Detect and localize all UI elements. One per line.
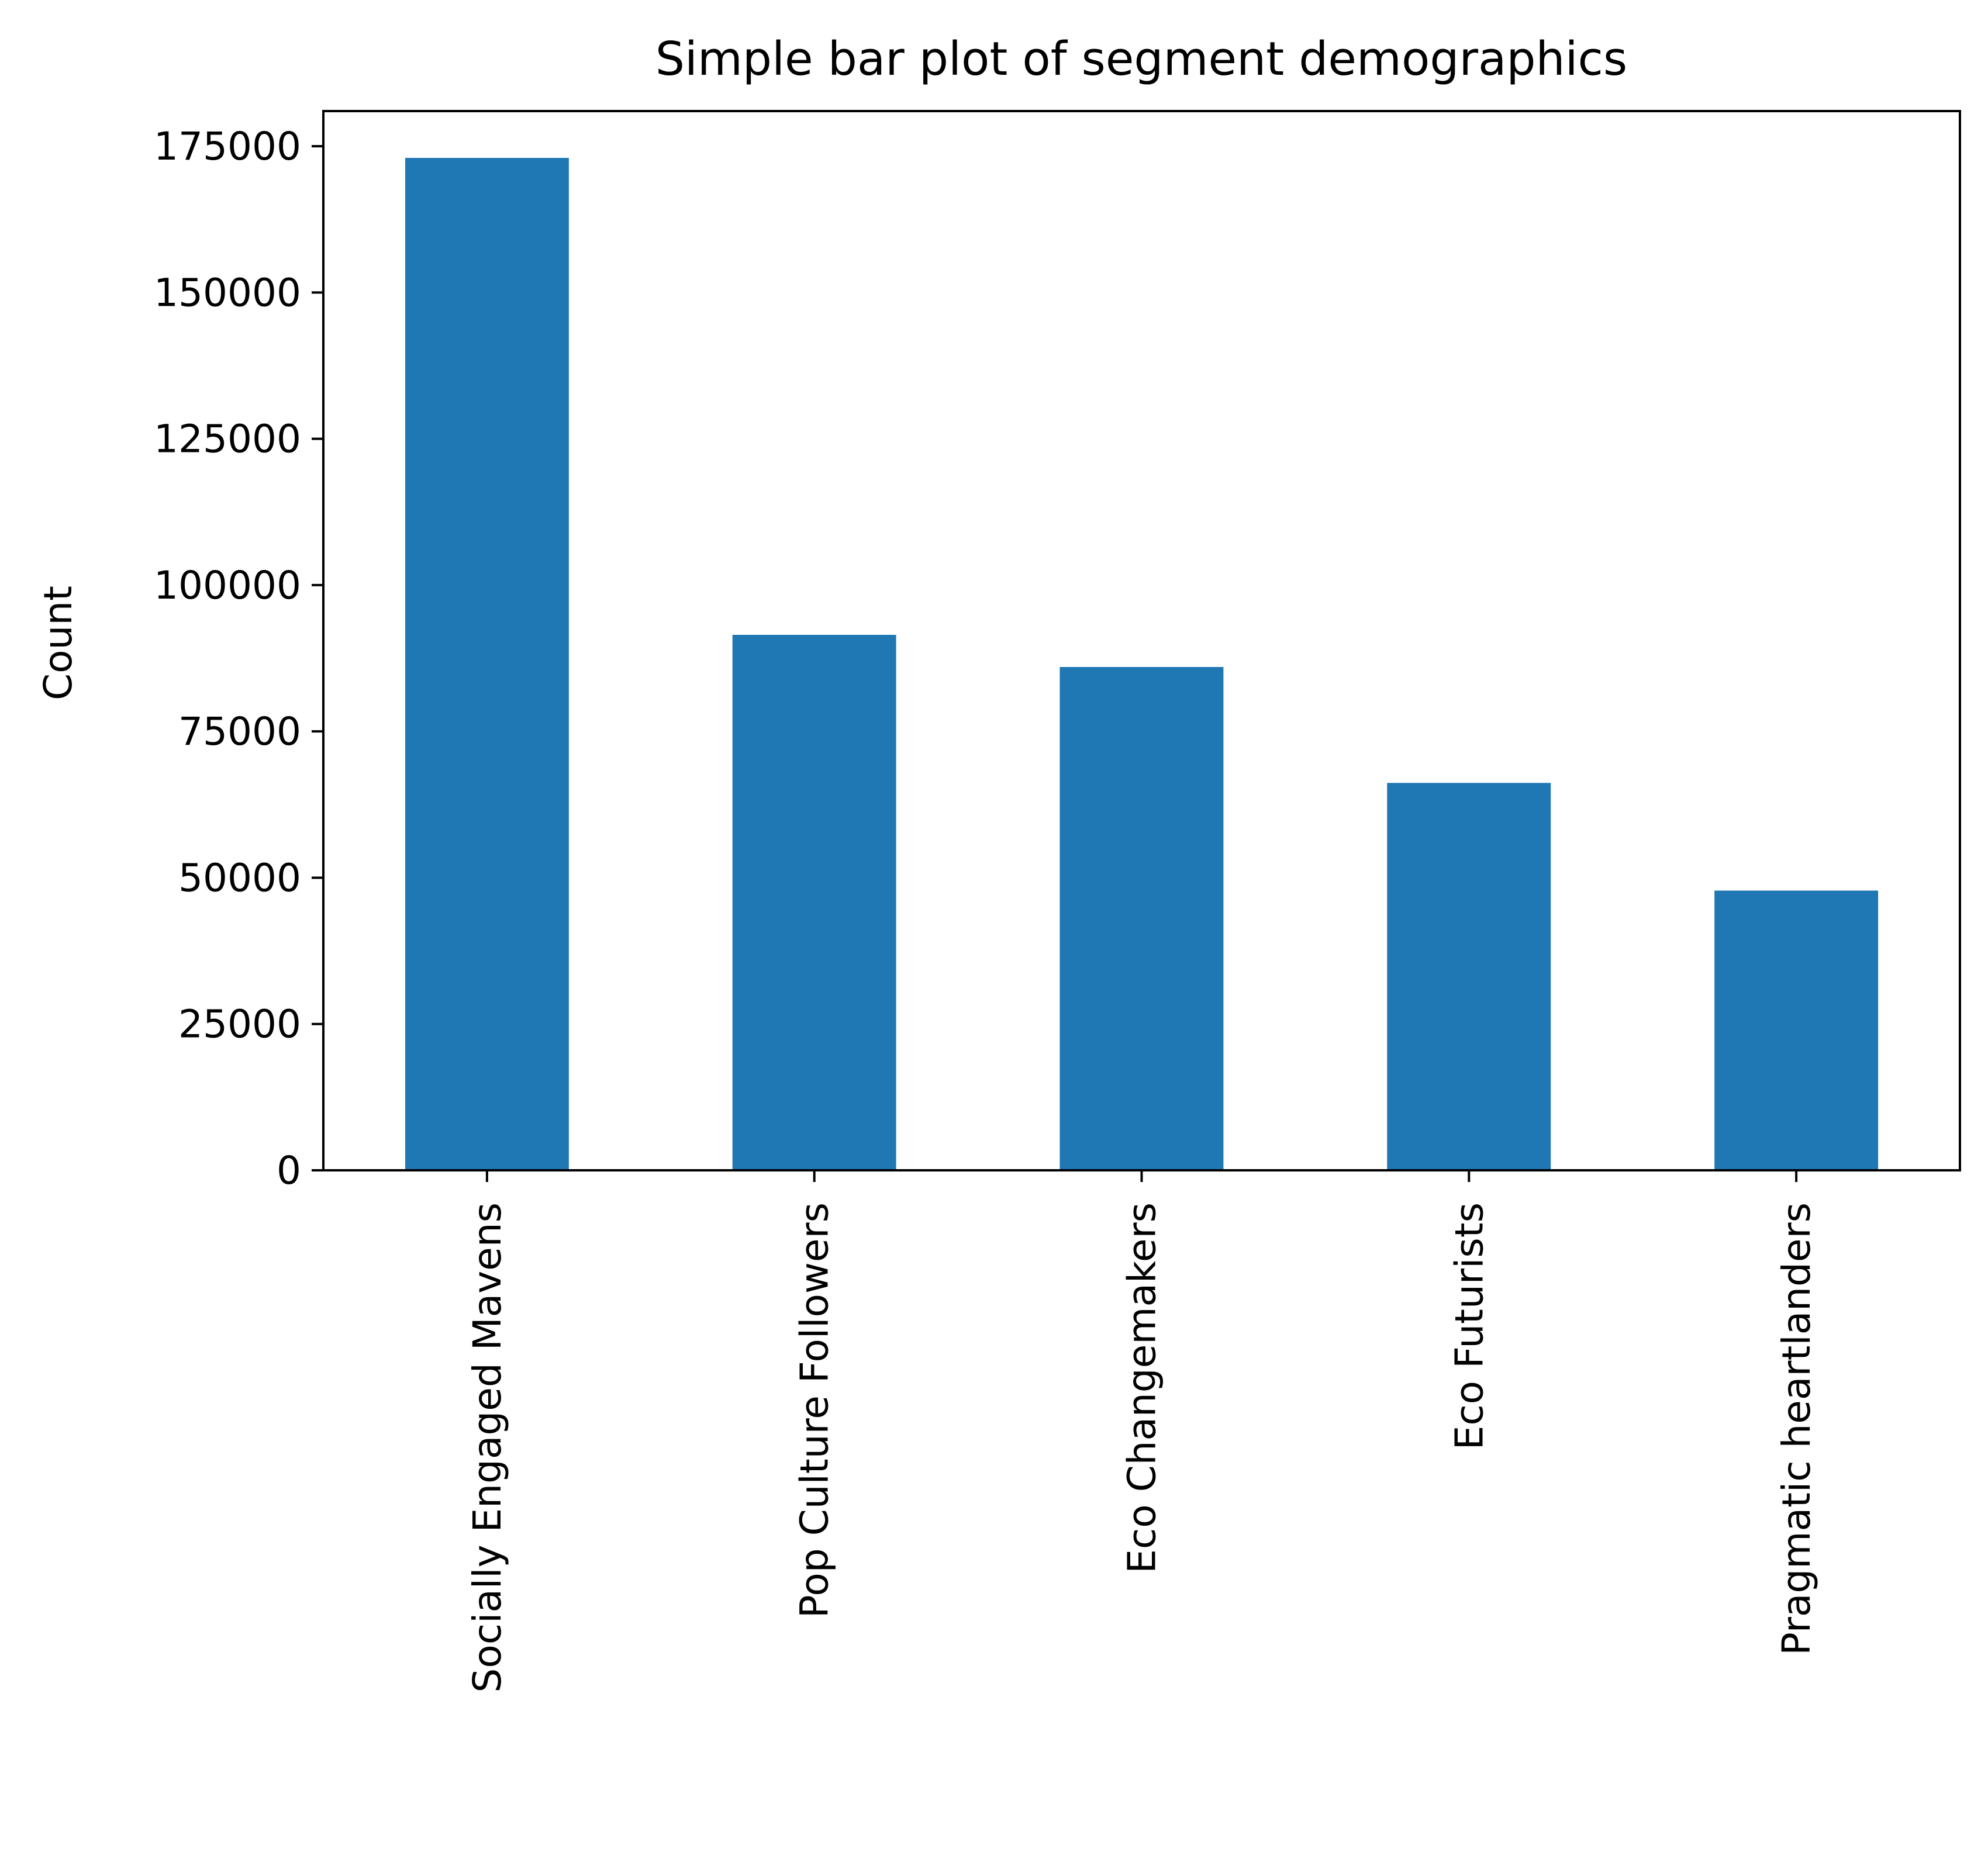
y-tick-label: 50000 (178, 855, 301, 900)
x-tick-label: Socially Engaged Mavens (465, 1202, 510, 1693)
y-axis: 0 25000 50000 75000 100000 125000 150000 175000 (154, 124, 323, 1193)
y-tick-label: 25000 (178, 1002, 301, 1047)
bar (1387, 783, 1551, 1170)
bars-group (405, 158, 1879, 1171)
y-tick-label: 125000 (154, 417, 301, 462)
x-tick-label: Pragmatic heartlanders (1774, 1202, 1819, 1655)
x-tick-label: Eco Futurists (1447, 1202, 1492, 1450)
y-tick-label: 100000 (154, 563, 301, 608)
y-tick-label: 0 (277, 1148, 301, 1193)
y-tick-label: 150000 (154, 270, 301, 315)
y-axis-title: Count (36, 586, 81, 700)
y-tick-label: 175000 (154, 124, 301, 169)
chart-title: Simple bar plot of segment demographics (655, 32, 1627, 86)
bar (1059, 667, 1224, 1170)
plot-frame (322, 110, 1961, 1171)
y-tick-label: 75000 (178, 709, 301, 754)
bar (405, 158, 569, 1171)
bar (1714, 890, 1879, 1170)
x-axis: Socially Engaged Mavens Pop Culture Follo… (465, 1170, 1819, 1693)
bar (732, 635, 896, 1170)
x-tick-label: Pop Culture Followers (792, 1202, 837, 1618)
x-tick-label: Eco Changemakers (1120, 1202, 1165, 1574)
